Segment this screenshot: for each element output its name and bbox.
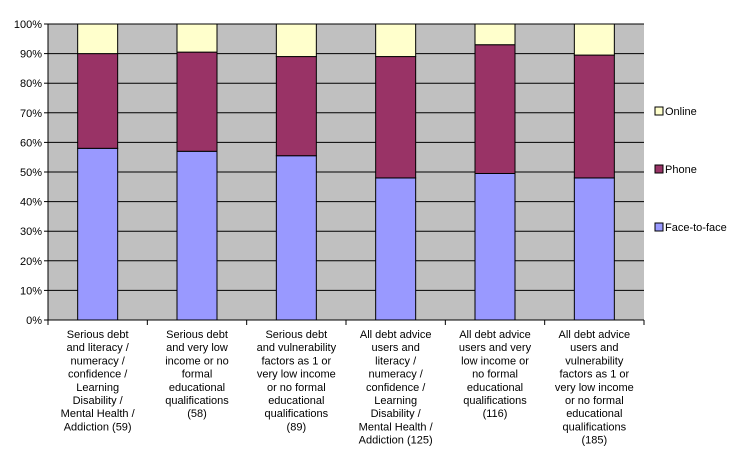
legend-item-phone: Phone (654, 164, 697, 176)
legend-item-face-to-face: Face-to-face (654, 222, 727, 234)
x-category-label: All debt advice users and literacy / numera… (359, 329, 434, 447)
y-tick-labels: 0% 10% 20% 30% 40% 50% 60% 70% 80% 90% 100% (14, 19, 42, 327)
bar-segment-face-to-face (474, 172, 516, 321)
bar-segment-face-to-face (77, 147, 119, 321)
y-tick-label: 30% (20, 226, 42, 238)
legend-swatch (654, 164, 664, 174)
legend-swatch (654, 106, 664, 116)
legend-label: Phone (665, 164, 697, 176)
y-tick-label: 40% (20, 197, 42, 209)
gridlines (48, 23, 644, 321)
bar-segment-phone (474, 44, 516, 174)
bar-segment-online (77, 23, 119, 55)
legend-swatch (654, 222, 664, 232)
y-tick-label: 80% (20, 78, 42, 90)
x-category-label: All debt advice users and very low income … (459, 329, 532, 420)
y-tick-label: 100% (14, 19, 42, 31)
legend-label: Face-to-face (665, 222, 727, 234)
bar-segment-phone (77, 53, 119, 149)
bar-segment-face-to-face (573, 177, 615, 321)
legend-label: Online (665, 106, 697, 118)
legend-item-online: Online (654, 106, 697, 118)
y-tick-label: 50% (20, 167, 42, 179)
bar-segment-online (275, 23, 317, 58)
bars (77, 23, 615, 321)
bar-segment-phone (176, 51, 218, 152)
y-tick-label: 0% (26, 315, 42, 327)
bar-segment-phone (275, 56, 317, 157)
bar-segment-face-to-face (176, 150, 218, 321)
x-category-labels: Serious debt and literacy / numeracy / conf… (61, 329, 634, 447)
axes (44, 23, 645, 325)
bar-segment-online (474, 23, 516, 46)
bar-segment-online (573, 23, 615, 56)
y-tick-label: 70% (20, 108, 42, 120)
bar-segment-phone (375, 56, 417, 179)
bar-segment-face-to-face (375, 177, 417, 321)
bar-segment-online (176, 23, 218, 53)
bar-segment-phone (573, 54, 615, 179)
y-tick-label: 10% (20, 285, 42, 297)
legend: Online Phone Face-to-face (654, 106, 727, 234)
x-category-label: Serious debt and literacy / numeracy / conf… (61, 329, 136, 433)
y-tick-label: 20% (20, 256, 42, 268)
bar-segment-online (375, 23, 417, 58)
bar-segment-face-to-face (275, 155, 317, 321)
y-tick-label: 60% (20, 137, 42, 149)
y-tick-label: 90% (20, 49, 42, 61)
x-category-label: All debt advice users and vulnerability fac… (555, 329, 634, 447)
x-category-label: Serious debt and very low income or no form… (165, 329, 229, 420)
x-category-label: Serious debt and vulnerability factors as … (257, 329, 337, 433)
